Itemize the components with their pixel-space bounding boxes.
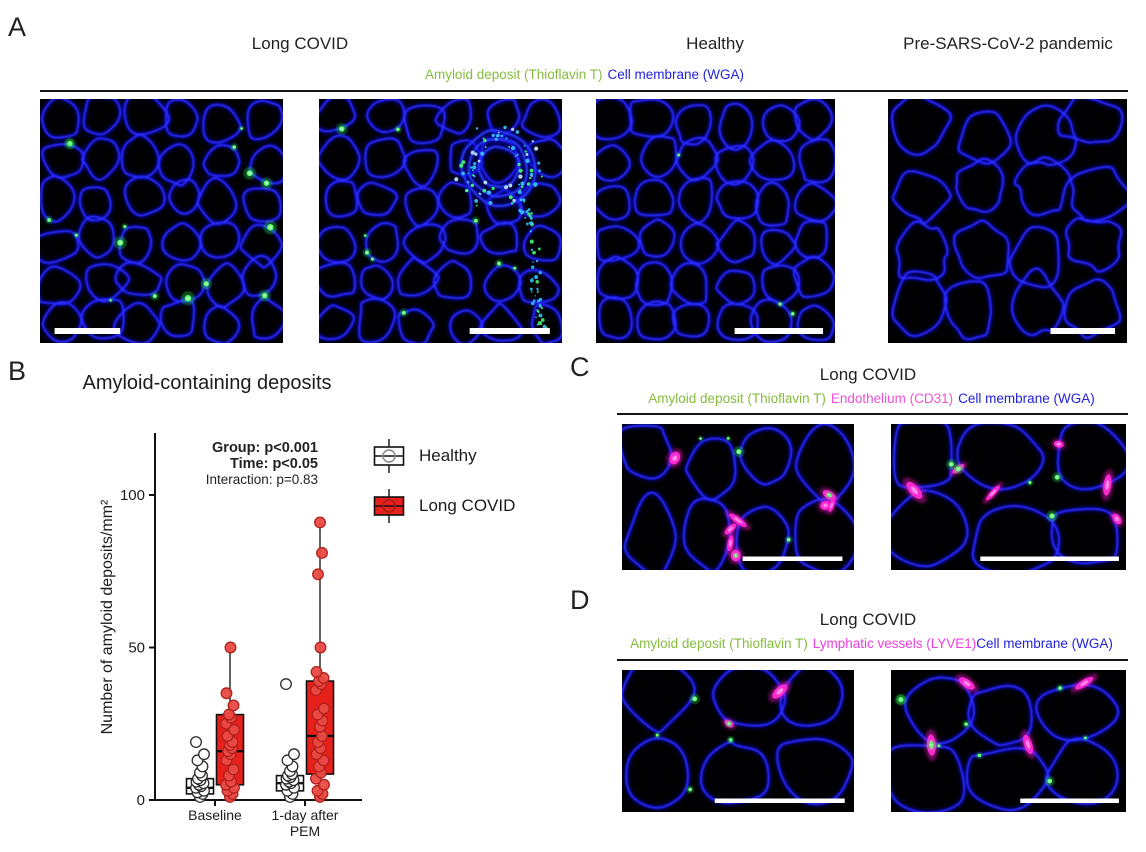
stain-label-a-1: Amyloid deposit (Thioflavin T): [424, 67, 603, 82]
scale-bar: [734, 328, 824, 334]
scale-bar: [714, 798, 845, 803]
micro-svg-a3: [596, 99, 835, 343]
chart-stats-annotations: Group: p<0.001 Time: p<0.05 Interaction: p…: [150, 440, 318, 488]
y-tick-label: 50: [128, 640, 145, 657]
scale-bar: [54, 328, 121, 334]
micrograph-cd31-1: [622, 424, 854, 570]
micro-svg-a2: [319, 99, 562, 343]
panel-label-a: A: [8, 12, 27, 42]
panel-c-title: Long COVID: [819, 365, 917, 384]
amyloid-deposits: [336, 123, 518, 317]
points-healthy: [280, 678, 300, 803]
x-category-label: Baseline: [188, 807, 242, 823]
scale-bar: [980, 556, 1119, 561]
stat-line-1: Group: p<0.001: [212, 440, 318, 456]
amyloid-deposits: [895, 684, 1089, 787]
micro-svg-d2: [891, 670, 1126, 812]
amyloid-deposits: [675, 152, 797, 318]
stain-label-d-3: Cell membrane (WGA): [976, 636, 1113, 651]
x-category-label: PEM: [290, 823, 320, 839]
legend-label: Long COVID: [419, 496, 516, 515]
scale-bar: [742, 556, 843, 561]
amyloid-deposits: [697, 435, 833, 559]
stain-label-c-3: Cell membrane (WGA): [958, 391, 1095, 406]
stain-label-c-2: Endothelium (CD31): [830, 391, 954, 406]
micrograph-cd31-2: [891, 424, 1126, 570]
legend-item-long-covid: Long COVID: [368, 486, 515, 526]
legend-boxplot-glyph: [373, 439, 405, 473]
y-tick-label: 0: [137, 792, 145, 809]
panel-d-stain-legend: Amyloid deposit (Thioflavin T) Lymphatic …: [574, 636, 1146, 651]
panel-a-title-prepandemic: Pre-SARS-CoV-2 pandemic: [903, 34, 1113, 53]
stat-line-3: Interaction: p=0.83: [205, 472, 318, 487]
y-tick-label: 100: [120, 487, 145, 504]
membranes: [596, 99, 835, 343]
stain-label-a-2: Cell membrane (WGA): [607, 67, 745, 82]
micrograph-lyve1-1: [622, 670, 854, 812]
micro-background: [40, 99, 283, 343]
stain-label-c-1: Amyloid deposit (Thioflavin T): [648, 391, 826, 406]
x-category-label: 1-day after: [272, 807, 339, 823]
panel-a-title-healthy: Healthy: [686, 34, 744, 53]
micrograph-long-covid-2: [319, 99, 562, 343]
micro-svg-c2: [891, 424, 1126, 570]
scale-bar: [469, 328, 550, 334]
points-long-covid: [310, 516, 330, 803]
panel-d-title: Long COVID: [819, 610, 917, 629]
chart-legend: Healthy Long COVID: [368, 436, 515, 536]
points-long-covid: [220, 641, 240, 803]
stat-line-2: Time: p<0.05: [230, 456, 318, 472]
scale-bar: [1050, 328, 1116, 334]
panel-label-b: B: [8, 356, 27, 386]
stain-label-d-1: Amyloid deposit (Thioflavin T): [630, 636, 808, 651]
legend-boxplot-glyph: [373, 489, 405, 523]
chart-title: Amyloid-containing deposits: [82, 372, 332, 394]
micrograph-long-covid-1: [40, 99, 283, 343]
micro-svg-a1: [40, 99, 283, 343]
amyloid-deposits: [45, 125, 278, 306]
stain-label-d-2: Lymphatic vessels (LYVE1): [812, 636, 977, 651]
micrograph-healthy: [596, 99, 835, 343]
points-healthy: [190, 736, 210, 803]
panel-a-divider-line: [40, 90, 1128, 92]
amyloid-deposits: [946, 458, 1063, 522]
y-axis-label: Number of amyloid deposits/mm²: [99, 499, 116, 734]
panel-d-divider-line: [617, 659, 1128, 661]
panel-a-title-long-covid: Long COVID: [251, 34, 349, 53]
legend-label: Healthy: [419, 446, 477, 465]
amyloid-deposits: [654, 693, 735, 794]
legend-item-healthy: Healthy: [368, 436, 515, 476]
panel-a-stain-legend: Amyloid deposit (Thioflavin T) Cell membr…: [337, 67, 837, 82]
micro-background: [891, 424, 1126, 570]
micrograph-prepandemic: [888, 99, 1127, 343]
panel-label-d: D: [570, 585, 590, 615]
panel-c-divider-line: [617, 413, 1128, 415]
panel-c-stain-legend: Amyloid deposit (Thioflavin T) Endotheliu…: [574, 391, 1146, 406]
micro-svg-a4: [888, 99, 1127, 343]
magenta-stain: [902, 438, 1124, 527]
micro-svg-c1: [622, 424, 854, 570]
vessel-ring: [454, 125, 548, 332]
membranes: [891, 99, 1127, 341]
micrograph-lyve1-2: [891, 670, 1126, 812]
scale-bar: [1020, 798, 1119, 803]
panel-label-c: C: [570, 352, 590, 382]
micro-svg-d1: [622, 670, 854, 812]
micro-background: [596, 99, 835, 343]
